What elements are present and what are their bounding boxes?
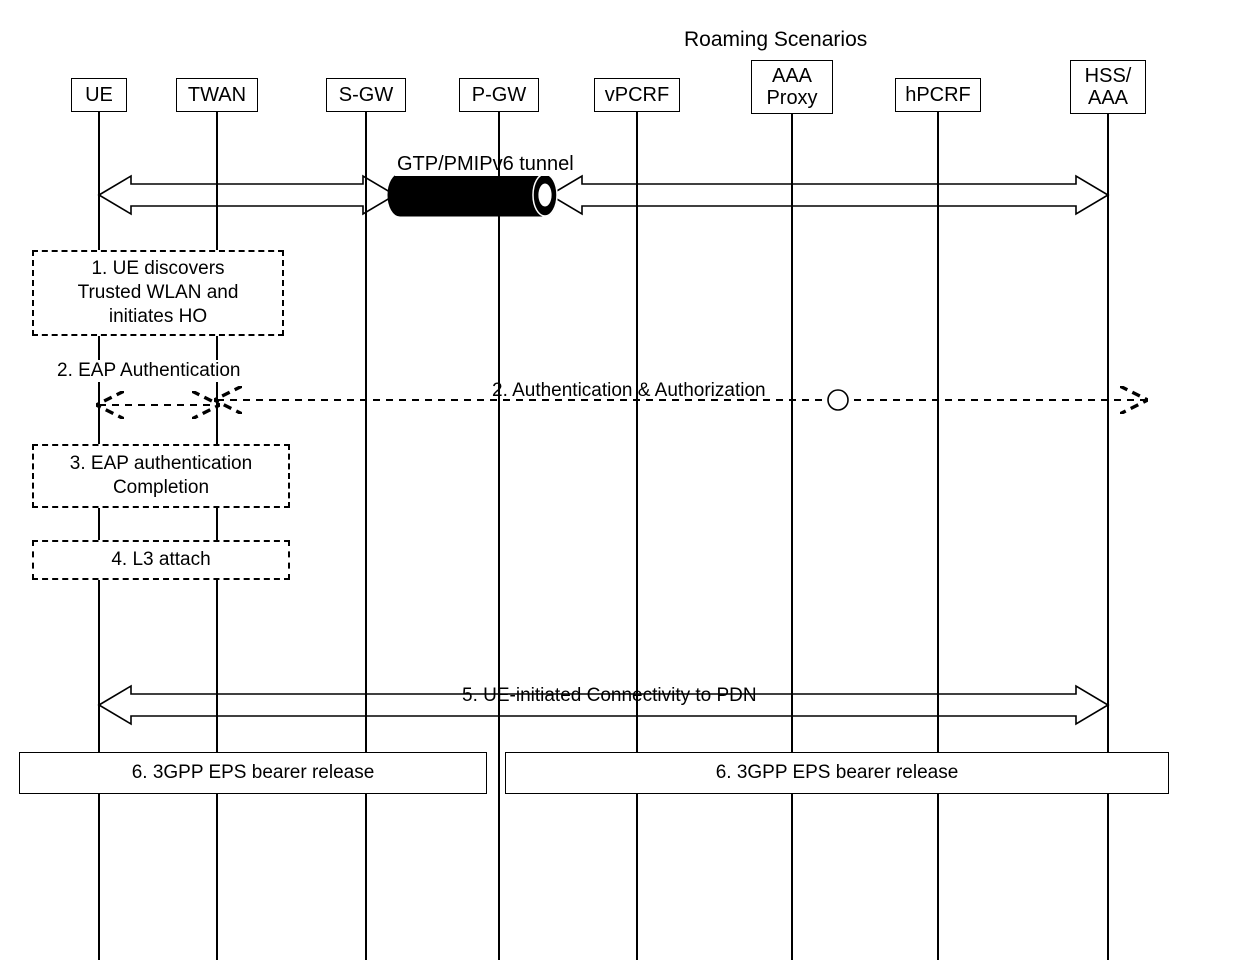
- step6a: 6. 3GPP EPS bearer release: [19, 752, 487, 794]
- tunnel-cylinder: [388, 174, 557, 216]
- actor-twan: TWAN: [176, 78, 258, 112]
- diagram-title: Roaming Scenarios: [682, 28, 869, 52]
- actor-aaap: AAA Proxy: [751, 60, 833, 114]
- lifeline-vpcrf: [636, 112, 638, 960]
- lifeline-sgw: [365, 112, 367, 960]
- lifeline-hss: [1107, 114, 1109, 960]
- actor-sgw: S-GW: [326, 78, 406, 112]
- step4: 4. L3 attach: [32, 540, 290, 580]
- arrow-tunnel-left: [99, 176, 395, 214]
- step1: 1. UE discovers Trusted WLAN and initiat…: [32, 250, 284, 336]
- arrow-label-step5: 5. UE-initiated Connectivity to PDN: [460, 685, 759, 707]
- actor-ue: UE: [71, 78, 127, 112]
- lifeline-ue: [98, 112, 100, 960]
- lifeline-pgw: [498, 112, 500, 960]
- diagram-canvas: Roaming Scenarios GTP/PMIPv6 tunnel UE TW…: [0, 0, 1240, 973]
- arrow-tunnel-right: [550, 176, 1108, 214]
- arrow-label-auth-authz: 2. Authentication & Authorization: [490, 380, 768, 402]
- actor-hpcrf: hPCRF: [895, 78, 981, 112]
- tunnel-label: GTP/PMIPv6 tunnel: [395, 153, 576, 176]
- step6b: 6. 3GPP EPS bearer release: [505, 752, 1169, 794]
- actor-hss: HSS/ AAA: [1070, 60, 1146, 114]
- actor-pgw: P-GW: [459, 78, 539, 112]
- step3: 3. EAP authentication Completion: [32, 444, 290, 508]
- lifeline-hpcrf: [937, 112, 939, 960]
- step2-label: 2. EAP Authentication: [55, 360, 242, 382]
- actor-vpcrf: vPCRF: [594, 78, 680, 112]
- lifeline-twan: [216, 112, 218, 960]
- lifeline-aaap: [791, 114, 793, 960]
